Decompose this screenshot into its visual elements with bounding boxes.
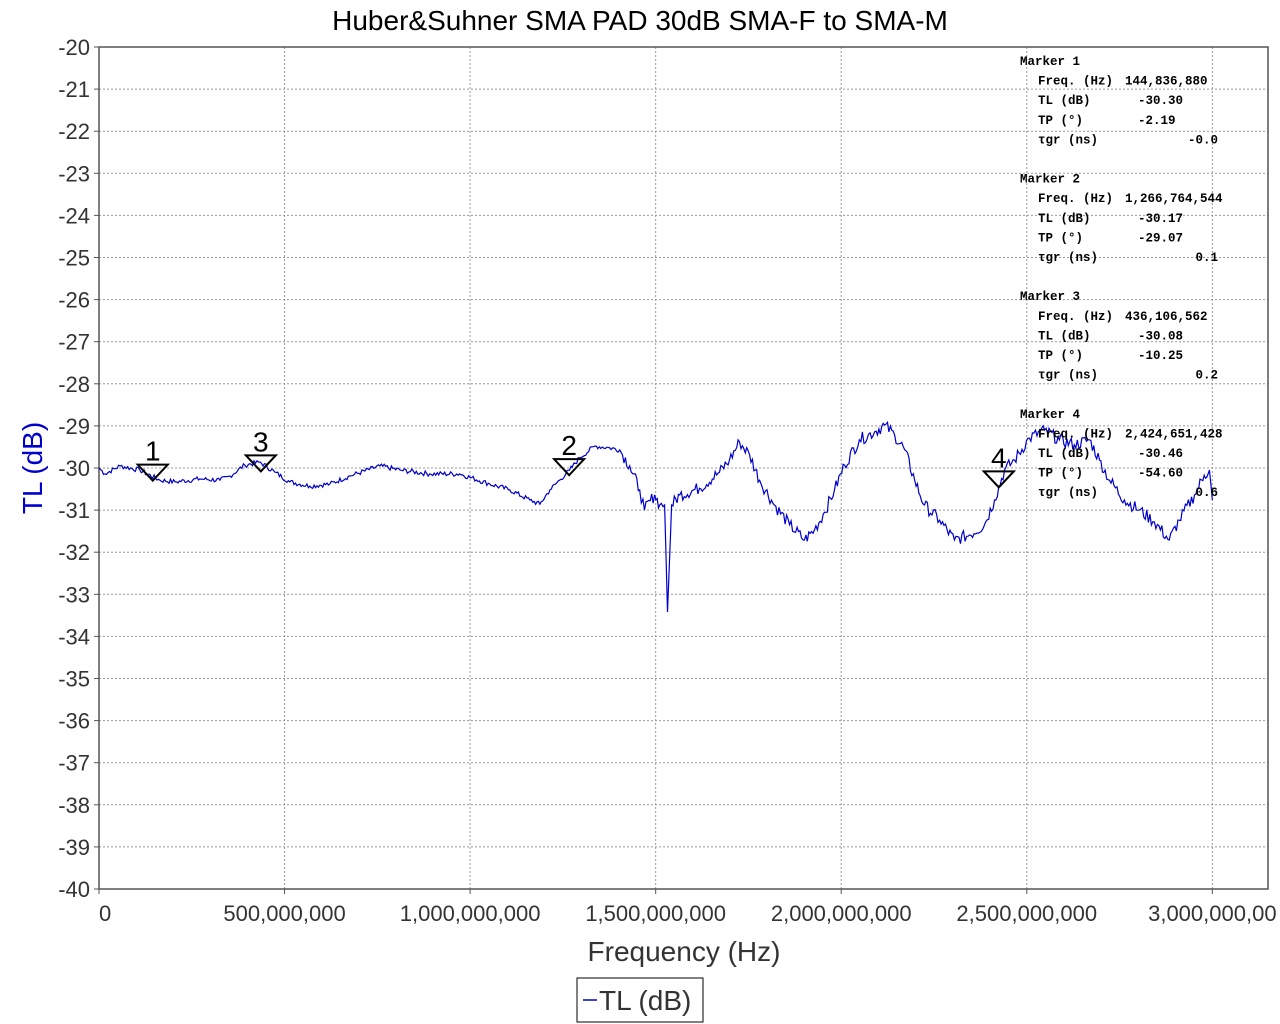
marker-title: Marker 1 xyxy=(1020,55,1080,69)
y-tick-label: -35 xyxy=(58,667,90,692)
marker-field-value: -2.19 xyxy=(1138,114,1176,128)
y-tick-label: -25 xyxy=(58,246,90,271)
y-tick-label: -27 xyxy=(58,330,90,355)
series-line-tl xyxy=(98,420,1213,613)
y-tick-label: -29 xyxy=(58,414,90,439)
marker-number-1: 1 xyxy=(145,436,161,467)
marker-field-value: -30.30 xyxy=(1138,94,1183,108)
marker-triangle-4[interactable] xyxy=(981,470,1017,489)
marker-field-value: -30.17 xyxy=(1138,212,1183,226)
marker-title: Marker 3 xyxy=(1020,290,1080,304)
series-layer xyxy=(98,420,1213,613)
legend-label: TL (dB) xyxy=(599,985,691,1016)
x-axis-title: Frequency (Hz) xyxy=(588,936,781,967)
marker-field-label: TL (dB) xyxy=(1038,94,1091,108)
marker-field-value: -30.08 xyxy=(1138,329,1183,343)
x-tick-label: 3,000,000,00 xyxy=(1148,901,1276,926)
marker-field-label: TP (°) xyxy=(1038,114,1083,128)
y-tick-label: -40 xyxy=(58,877,90,902)
marker-number-3: 3 xyxy=(253,426,269,457)
y-tick-label: -28 xyxy=(58,372,90,397)
marker-number-2: 2 xyxy=(561,430,577,461)
x-tick-label: 1,500,000,000 xyxy=(585,901,726,926)
y-tick-label: -22 xyxy=(58,119,90,144)
x-tick-label: 1,000,000,000 xyxy=(400,901,541,926)
marker-field-label: Freq. (Hz) xyxy=(1038,310,1113,324)
marker-field-value: -10.25 xyxy=(1138,349,1183,363)
marker-field-label: TL (dB) xyxy=(1038,329,1091,343)
marker-triangle-3[interactable] xyxy=(243,454,279,473)
marker-field-value: 0.6 xyxy=(1195,486,1218,500)
marker-field-label: τgr (ns) xyxy=(1038,486,1098,500)
marker-field-value: -54.60 xyxy=(1138,467,1183,481)
marker-triangle-1[interactable] xyxy=(135,463,171,483)
marker-field-value: 0.2 xyxy=(1195,369,1218,383)
y-axis: -20 -21 -22 -23 -24 -25 -26 -27 -28 -29 -30 -31 -32 -… xyxy=(58,35,99,902)
marker-field-label: τgr (ns) xyxy=(1038,251,1098,265)
marker-title: Marker 4 xyxy=(1020,408,1081,422)
legend[interactable]: TL (dB) xyxy=(576,977,704,1023)
markers-layer: 1 2 3 4 xyxy=(135,426,1017,489)
marker-number-4: 4 xyxy=(991,442,1007,473)
y-tick-label: -39 xyxy=(58,835,90,860)
marker-field-label: τgr (ns) xyxy=(1038,133,1098,147)
marker-field-value: -0.0 xyxy=(1188,133,1218,147)
y-tick-label: -36 xyxy=(58,709,90,734)
marker-field-value: 2,424,651,428 xyxy=(1125,427,1223,441)
marker-field-value: 144,836,880 xyxy=(1125,75,1208,89)
marker-title: Marker 2 xyxy=(1020,173,1080,187)
y-tick-label: -34 xyxy=(58,624,90,649)
grid xyxy=(99,47,1268,889)
x-tick-label: 2,500,000,000 xyxy=(956,901,1097,926)
marker-field-label: TL (dB) xyxy=(1038,212,1091,226)
marker-field-label: TL (dB) xyxy=(1038,447,1091,461)
y-tick-label: -24 xyxy=(58,203,90,228)
y-tick-label: -37 xyxy=(58,751,90,776)
marker-field-label: τgr (ns) xyxy=(1038,369,1098,383)
y-tick-label: -30 xyxy=(58,456,90,481)
marker-field-label: TP (°) xyxy=(1038,231,1083,245)
x-tick-label: 0 xyxy=(99,901,111,926)
y-tick-label: -23 xyxy=(58,161,90,186)
y-tick-label: -32 xyxy=(58,540,90,565)
marker-field-value: -30.46 xyxy=(1138,447,1183,461)
marker-triangle-2[interactable] xyxy=(551,458,587,477)
marker-field-label: Freq. (Hz) xyxy=(1038,427,1113,441)
legend-box xyxy=(576,977,704,1023)
x-axis: 0 500,000,000 1,000,000,000 1,500,000,000 2,… xyxy=(98,889,1277,926)
y-tick-label: -31 xyxy=(58,498,90,523)
marker-readout: Marker 1 Freq. (Hz) 144,836,880 TL (dB) -30.… xyxy=(1020,55,1223,500)
y-axis-title: TL (dB) xyxy=(17,422,48,514)
marker-field-value: -29.07 xyxy=(1138,231,1183,245)
marker-field-value: 0.1 xyxy=(1195,251,1218,265)
marker-field-label: Freq. (Hz) xyxy=(1038,192,1113,206)
marker-field-label: TP (°) xyxy=(1038,467,1083,481)
y-tick-label: -33 xyxy=(58,582,90,607)
y-tick-label: -21 xyxy=(58,77,90,102)
y-tick-label: -26 xyxy=(58,288,90,313)
marker-field-value: 436,106,562 xyxy=(1125,310,1208,324)
y-tick-label: -38 xyxy=(58,793,90,818)
marker-field-label: TP (°) xyxy=(1038,349,1083,363)
y-tick-label: -20 xyxy=(58,35,90,60)
x-tick-label: 2,000,000,000 xyxy=(771,901,912,926)
marker-field-label: Freq. (Hz) xyxy=(1038,75,1113,89)
chart-title: Huber&Suhner SMA PAD 30dB SMA-F to SMA-M xyxy=(332,5,948,36)
x-tick-label: 500,000,000 xyxy=(223,901,345,926)
marker-field-value: 1,266,764,544 xyxy=(1125,192,1223,206)
